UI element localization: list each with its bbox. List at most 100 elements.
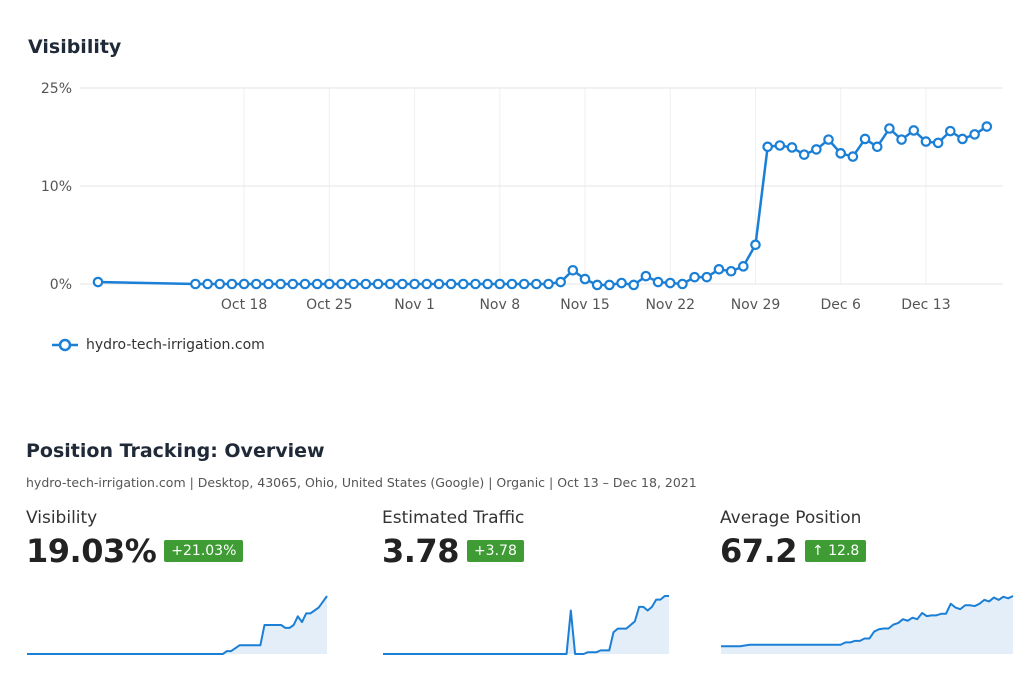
data-point[interactable]: [287, 278, 299, 290]
data-point[interactable]: [397, 278, 408, 290]
data-point[interactable]: [226, 278, 238, 290]
data-point[interactable]: [896, 134, 907, 145]
overview-subtitle: hydro-tech-irrigation.com | Desktop, 430…: [26, 475, 697, 490]
chart-legend[interactable]: hydro-tech-irrigation.com: [52, 337, 265, 353]
data-point[interactable]: [214, 278, 226, 290]
metric-change-badge: +21.03%: [164, 540, 244, 562]
data-point[interactable]: [506, 278, 518, 290]
data-point[interactable]: [823, 134, 834, 145]
data-point[interactable]: [263, 278, 274, 290]
data-point[interactable]: [871, 141, 883, 153]
data-point[interactable]: [835, 148, 847, 159]
y-tick-label: 25%: [41, 81, 72, 97]
data-point[interactable]: [920, 136, 932, 147]
data-point[interactable]: [652, 276, 664, 288]
x-tick-label: Nov 22: [645, 297, 695, 313]
data-point[interactable]: [531, 278, 542, 290]
data-point[interactable]: [92, 276, 104, 288]
data-point[interactable]: [713, 263, 725, 275]
data-point[interactable]: [677, 278, 688, 290]
data-point[interactable]: [470, 278, 481, 290]
data-point[interactable]: [482, 278, 493, 290]
position-sparkline: [721, 595, 1014, 654]
metric-average-position: Average Position 67.2 ↑ 12.8: [720, 508, 1024, 668]
sparkline-line: [383, 595, 669, 655]
data-point[interactable]: [616, 277, 627, 289]
visibility-sparkline: [27, 595, 328, 655]
traffic-sparkline: [383, 595, 669, 655]
data-point[interactable]: [762, 141, 773, 153]
data-point[interactable]: [932, 137, 944, 149]
data-point[interactable]: [336, 278, 347, 290]
data-point[interactable]: [689, 271, 700, 283]
data-point[interactable]: [640, 270, 652, 282]
data-point[interactable]: [275, 278, 286, 290]
data-point[interactable]: [409, 278, 420, 290]
y-tick-label: 10%: [41, 179, 72, 195]
metric-estimated-traffic: Estimated Traffic 3.78 +3.78: [382, 508, 692, 668]
data-point[interactable]: [944, 125, 956, 137]
y-tick-label: 0%: [50, 277, 72, 293]
data-point[interactable]: [908, 125, 920, 136]
x-tick-label: Dec 6: [820, 297, 861, 313]
overview-title: Position Tracking: Overview: [26, 440, 325, 462]
visibility-chart: 0% 10% 25% Oct 18 Oct 25 Nov 1 Nov 8 Nov 15 Nov …: [41, 81, 1003, 313]
data-point[interactable]: [360, 278, 372, 290]
data-point[interactable]: [555, 276, 566, 288]
data-point[interactable]: [664, 277, 676, 289]
data-point[interactable]: [494, 278, 506, 290]
data-point[interactable]: [238, 278, 250, 290]
x-tick-label: Oct 18: [221, 297, 267, 313]
metric-label: Average Position: [720, 508, 862, 528]
data-point[interactable]: [518, 278, 530, 290]
data-point[interactable]: [957, 133, 968, 145]
data-point[interactable]: [299, 278, 311, 290]
data-point[interactable]: [457, 278, 469, 290]
x-tick-label: Nov 29: [731, 297, 781, 313]
data-point[interactable]: [348, 278, 359, 290]
data-point[interactable]: [969, 129, 980, 140]
data-point[interactable]: [384, 278, 396, 290]
data-point[interactable]: [725, 265, 737, 277]
visibility-title: Visibility: [28, 36, 122, 58]
data-point[interactable]: [250, 278, 262, 290]
data-point[interactable]: [847, 151, 859, 162]
data-point[interactable]: [701, 271, 713, 283]
data-point[interactable]: [859, 133, 871, 145]
data-point[interactable]: [567, 264, 579, 276]
data-point[interactable]: [884, 123, 895, 134]
metric-value: 3.78: [382, 532, 459, 570]
data-point[interactable]: [811, 144, 822, 155]
data-point[interactable]: [372, 278, 384, 290]
metric-label: Estimated Traffic: [382, 508, 525, 528]
data-point[interactable]: [774, 140, 786, 151]
metric-value: 19.03%: [26, 532, 157, 570]
data-point[interactable]: [591, 279, 603, 291]
data-point[interactable]: [445, 278, 457, 290]
x-tick-label: Dec 13: [901, 297, 950, 313]
data-point[interactable]: [311, 278, 323, 290]
metric-change-badge: ↑ 12.8: [804, 540, 867, 562]
data-point[interactable]: [202, 278, 213, 290]
data-point[interactable]: [750, 239, 761, 251]
x-tick-label: Nov 15: [560, 297, 610, 313]
x-tick-label: Nov 8: [479, 297, 520, 313]
data-point[interactable]: [628, 279, 640, 291]
data-point[interactable]: [604, 279, 615, 291]
sparkline-area: [721, 596, 1013, 654]
data-point[interactable]: [190, 278, 201, 290]
metric-value: 67.2: [720, 532, 797, 570]
data-point[interactable]: [543, 278, 554, 290]
legend-line-marker-icon: [52, 338, 78, 352]
data-point[interactable]: [981, 121, 993, 132]
data-point[interactable]: [738, 261, 749, 272]
data-point[interactable]: [579, 273, 591, 285]
data-point[interactable]: [786, 142, 798, 153]
data-point[interactable]: [324, 278, 335, 290]
data-point[interactable]: [798, 149, 810, 160]
legend-label: hydro-tech-irrigation.com: [86, 337, 265, 353]
data-point[interactable]: [421, 278, 433, 290]
x-tick-label: Oct 25: [306, 297, 352, 313]
x-tick-label: Nov 1: [394, 297, 435, 313]
data-point[interactable]: [433, 278, 445, 290]
